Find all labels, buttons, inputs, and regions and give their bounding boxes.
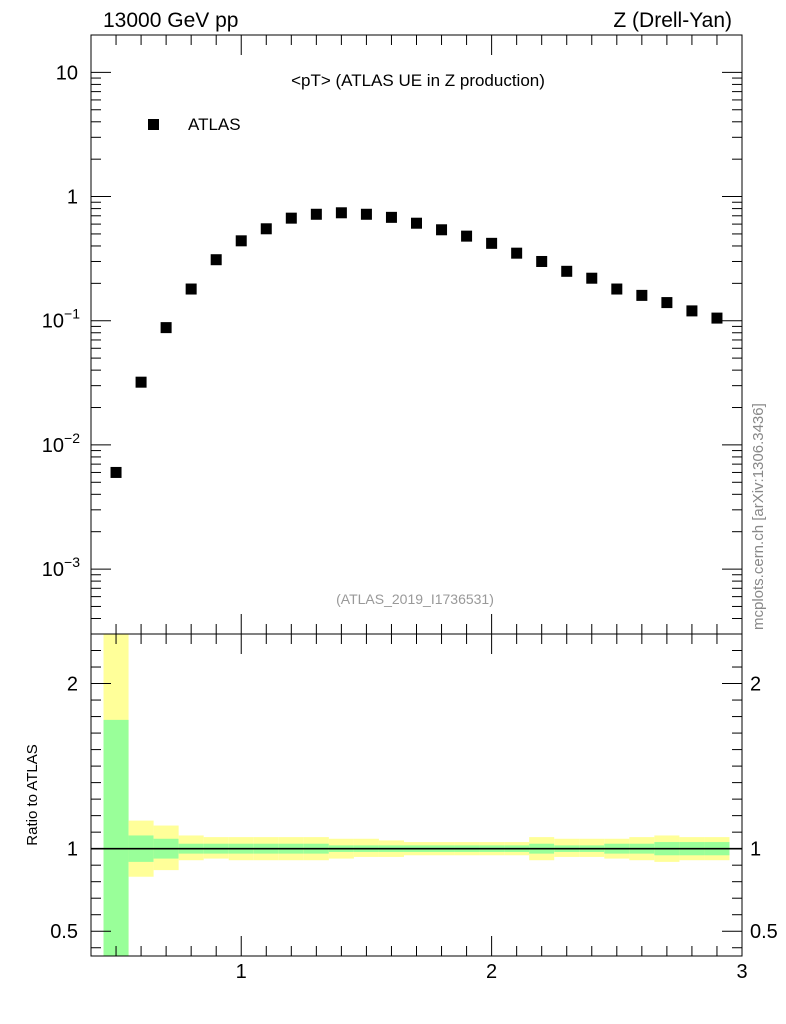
data-point bbox=[511, 247, 523, 259]
atlas-points bbox=[110, 207, 723, 478]
ratio-y-tick-label: 1 bbox=[67, 839, 78, 861]
data-point bbox=[536, 255, 548, 267]
data-point bbox=[561, 265, 573, 277]
chart-subtitle: (ATLAS_2019_I1736531) bbox=[336, 591, 494, 607]
data-point bbox=[235, 235, 247, 247]
data-point bbox=[160, 322, 172, 334]
data-point bbox=[360, 208, 372, 220]
x-tick-label: 3 bbox=[736, 961, 747, 983]
y-tick-label: 10−2 bbox=[42, 430, 80, 457]
data-point bbox=[110, 466, 122, 478]
legend-label-atlas: ATLAS bbox=[188, 115, 241, 134]
data-point bbox=[285, 212, 297, 224]
data-point bbox=[436, 224, 448, 236]
y-tick-label: 10−1 bbox=[42, 306, 80, 333]
ratio-y-tick-label: 0.5 bbox=[50, 921, 78, 943]
data-point bbox=[385, 211, 397, 223]
y-tick-label: 1 bbox=[67, 187, 78, 209]
x-tick-label: 1 bbox=[236, 961, 247, 983]
ratio-y-tick-label-right: 0.5 bbox=[750, 921, 778, 943]
chart-title: <pT> (ATLAS UE in Z production) bbox=[291, 71, 545, 90]
legend-marker-atlas bbox=[148, 119, 159, 130]
header-left: 13000 GeV pp bbox=[103, 9, 238, 32]
x-tick-label: 2 bbox=[486, 961, 497, 983]
ratio-y-tick-label-right: 1 bbox=[750, 839, 761, 861]
ratio-y-tick-label: 2 bbox=[67, 674, 78, 696]
y-tick-label: 10 bbox=[56, 62, 78, 84]
data-point bbox=[486, 237, 498, 249]
data-point bbox=[260, 223, 272, 235]
side-text: mcplots.cern.ch [arXiv:1306.3436] bbox=[750, 403, 767, 630]
ratio-bands bbox=[103, 634, 730, 956]
main-y-axis-ticks: 10 1 10−1 10−2 10−3 bbox=[42, 34, 742, 635]
ratio-band-inner bbox=[103, 719, 129, 956]
ratio-y-tick-label-right: 2 bbox=[750, 674, 761, 696]
data-point bbox=[636, 289, 648, 301]
data-point bbox=[461, 230, 473, 242]
y-tick-label: 10−3 bbox=[42, 554, 80, 581]
data-point bbox=[135, 376, 147, 388]
data-point bbox=[411, 217, 422, 229]
data-point bbox=[661, 297, 673, 309]
data-point bbox=[611, 283, 623, 295]
x-axis-ticks: 1 2 3 bbox=[115, 35, 748, 983]
data-point bbox=[210, 254, 222, 266]
data-point bbox=[711, 312, 723, 324]
ratio-y-axis-ticks: 0.5 0.5 1 1 2 2 bbox=[50, 633, 778, 949]
header-right: Z (Drell-Yan) bbox=[613, 9, 732, 32]
ratio-y-label: Ratio to ATLAS bbox=[24, 744, 41, 845]
ratio-plot-frame bbox=[90, 633, 743, 957]
data-point bbox=[586, 272, 598, 284]
data-point bbox=[686, 305, 698, 317]
data-point bbox=[310, 208, 322, 220]
data-point bbox=[185, 283, 197, 295]
data-point bbox=[335, 207, 347, 219]
